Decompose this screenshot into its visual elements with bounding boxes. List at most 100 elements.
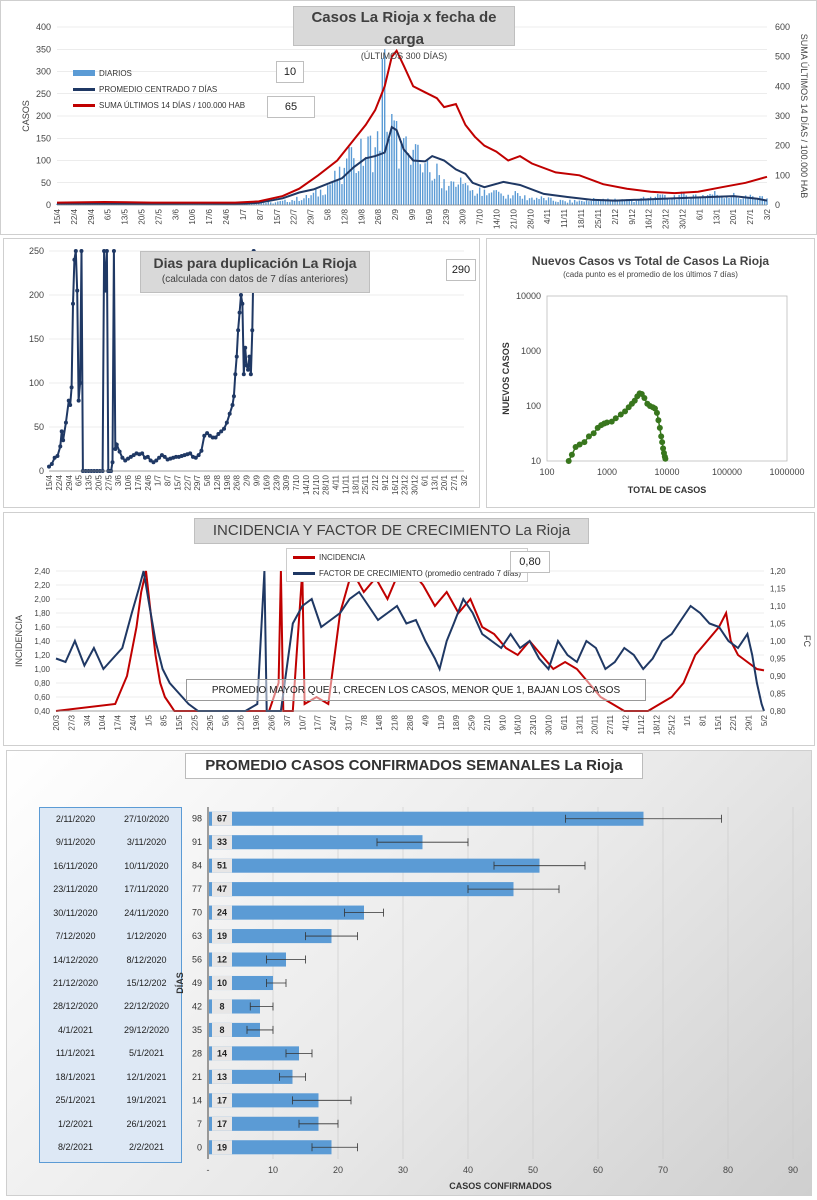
factor-line: [55, 570, 765, 712]
daily-bar: [310, 195, 312, 205]
daily-bar: [754, 197, 756, 205]
daily-bar: [763, 200, 766, 205]
daily-bar: [414, 144, 417, 205]
daily-bar: [262, 203, 265, 205]
doubling-point: [73, 249, 78, 253]
daily-bar: [421, 172, 424, 205]
ytick-label: 50: [41, 178, 51, 188]
xtick-label: 19/6: [252, 714, 261, 730]
daily-bar: [440, 188, 443, 205]
week-date-row: 18/1/2021 12/1/2021: [40, 1072, 183, 1082]
daily-bar: [604, 199, 607, 205]
bar-label-box: [212, 905, 232, 920]
week-date-row: 8/2/2021 2/2/2021: [40, 1142, 183, 1152]
daily-bar: [459, 177, 462, 205]
xtick-label: 25/11: [361, 474, 370, 494]
xtick-label: 16/9: [262, 474, 271, 490]
doubling-point: [213, 435, 218, 440]
daily-bar: [673, 195, 676, 205]
doubling-point: [69, 385, 74, 390]
xtick-label: 7/8: [360, 714, 369, 726]
week-end-date: 2/11/2020: [55, 813, 96, 824]
daily-bar: [592, 198, 595, 205]
xtick-label: 9/12: [628, 208, 637, 224]
week-end-date: 14/12/2020: [52, 954, 99, 965]
daily-bar: [412, 149, 414, 205]
daily-bar: [312, 192, 315, 205]
daily-bar: [744, 195, 747, 205]
ytick-label: 0: [46, 200, 51, 210]
daily-bar: [429, 172, 431, 205]
daily-bar: [704, 197, 706, 205]
ytick-label: 150: [29, 334, 44, 344]
daily-bar: [531, 197, 533, 205]
xtick-label: 29/4: [65, 474, 74, 490]
daily-bar: [391, 114, 393, 205]
daily-bar: [699, 197, 702, 205]
y2tick-label: 0,80: [770, 707, 786, 716]
bar-value-label: 47: [217, 884, 227, 894]
daily-bar: [528, 198, 531, 205]
daily-bar: [742, 198, 744, 205]
daily-bar: [298, 201, 300, 205]
xtick-label: 7/10: [476, 208, 485, 224]
doubling-point: [244, 363, 249, 368]
xtick-label: 16/12: [645, 208, 654, 229]
days-label: 42: [192, 1001, 202, 1011]
xtick-label: 1/1: [683, 714, 692, 726]
daily-bar: [483, 189, 486, 205]
daily-bar: [692, 194, 695, 205]
xtick-label: 12/8: [213, 474, 222, 490]
daily-bar: [481, 195, 483, 205]
week-start-date: 5/1/2021: [128, 1048, 165, 1059]
daily-bar: [509, 198, 512, 205]
ytick-label: 0: [39, 466, 44, 476]
xtick-label: 4/11: [543, 208, 552, 224]
xtick-label: 29/4: [87, 208, 96, 224]
bar-value-label: 51: [217, 861, 227, 871]
xtick-label: 2/12: [371, 474, 380, 490]
xtick-label: 28/10: [526, 208, 535, 229]
doubling-point: [79, 249, 84, 253]
doubling-point: [174, 454, 179, 459]
daily-bar: [766, 198, 768, 205]
xtick-label: 20/1: [440, 474, 449, 490]
week-end-date: 25/1/2021: [55, 1095, 96, 1106]
xtick-label: 30/12: [678, 208, 687, 229]
doubling-point: [205, 431, 210, 436]
daily-bar: [725, 197, 728, 205]
bar-value-label: 17: [217, 1095, 227, 1105]
xtick-label: 24/6: [222, 208, 231, 224]
week-start-date: 22/12/2020: [123, 1001, 170, 1012]
xtick-label: 15/1: [714, 714, 723, 730]
daily-bar: [505, 198, 507, 205]
daily-bar: [474, 195, 476, 205]
days-label: 35: [192, 1025, 202, 1035]
doubling-point: [238, 293, 243, 297]
daily-bar: [319, 189, 322, 205]
daily-bar: [331, 182, 334, 205]
doubling-point: [78, 381, 83, 385]
week-date-row: 23/11/2020 17/11/2020: [40, 884, 183, 894]
xtick-label: 22/7: [290, 208, 299, 224]
xtick-label: 28/8: [406, 714, 415, 730]
xtick-label: 1/5: [144, 714, 153, 726]
y2tick-label: 200: [775, 141, 790, 151]
daily-bar: [566, 202, 569, 205]
daily-bar: [730, 197, 733, 205]
xtick-label: 17/6: [134, 474, 143, 490]
daily-bar: [488, 193, 490, 205]
doubling-point: [188, 451, 193, 456]
doubling-point: [236, 328, 241, 333]
doubling-point: [227, 411, 232, 416]
xtick-label: 7/10: [292, 474, 301, 490]
week-end-date: 9/11/2020: [55, 837, 96, 848]
xtick-label: 30/9: [459, 208, 468, 224]
daily-bar: [438, 175, 441, 205]
daily-bar: [360, 138, 362, 205]
xtick-label: 6/5: [75, 474, 84, 486]
daily-bar: [628, 199, 630, 205]
week-start-date: 10/11/2020: [124, 860, 169, 871]
daily-bar: [526, 200, 528, 205]
